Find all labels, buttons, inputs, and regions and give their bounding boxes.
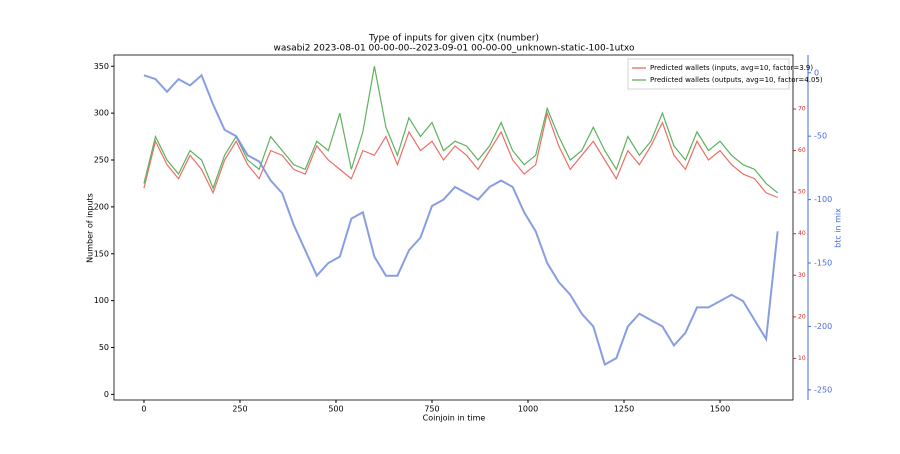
y-tick-label: 0 [104,390,109,399]
y-tick-label: 200 [94,202,109,211]
legend-box [627,58,790,90]
x-tick-label: 500 [328,405,343,414]
x-tick-label: 1000 [518,405,538,414]
plot-frame [113,54,794,401]
y-tick-label: 100 [94,296,109,305]
chart-title: Type of inputs for given cjtx (number) [368,34,539,44]
y2-axis-label: btc in mix [834,208,843,248]
series-line [143,110,778,199]
y3-tick-label: 70 [798,106,806,113]
y-tick-label: 300 [94,109,109,118]
y2-tick-label: -150 [814,259,832,268]
y2-tick-label: -200 [814,322,832,331]
y2-tick-label: -100 [814,195,832,204]
x-tick-label: 1500 [710,405,730,414]
y-tick-label: 50 [99,343,109,352]
y-tick-label: 150 [94,249,109,258]
y3-tick-label: 20 [798,313,806,320]
x-axis-label: Coinjoin in time [423,414,486,423]
chart-subtitle: wasabi2 2023-08-01 00-00-00--2023-09-01 … [274,44,635,54]
series-line [143,66,779,194]
y3-tick-label: 50 [798,189,806,196]
btc-line [143,73,779,366]
y3-tick-label: 40 [798,230,806,237]
y3-tick-label: 30 [798,272,806,279]
y2-tick-label: 0 [814,68,819,77]
y-tick-label: 250 [94,156,109,165]
x-tick-label: 750 [424,405,439,414]
legend-label: Predicted wallets (inputs, avg=10, facto… [650,64,813,72]
x-tick-label: 0 [141,405,146,414]
y-axis-label: Number of inputs [86,193,95,263]
y3-tick-label: 10 [798,355,806,362]
x-tick-label: 1250 [614,405,634,414]
y2-tick-label: -250 [814,385,832,394]
y-tick-label: 350 [94,62,109,71]
legend-label: Predicted wallets (outputs, avg=10, fact… [650,76,823,84]
x-tick-label: 250 [232,405,247,414]
y2-tick-label: -50 [814,132,827,141]
y3-tick-label: 60 [798,147,806,154]
